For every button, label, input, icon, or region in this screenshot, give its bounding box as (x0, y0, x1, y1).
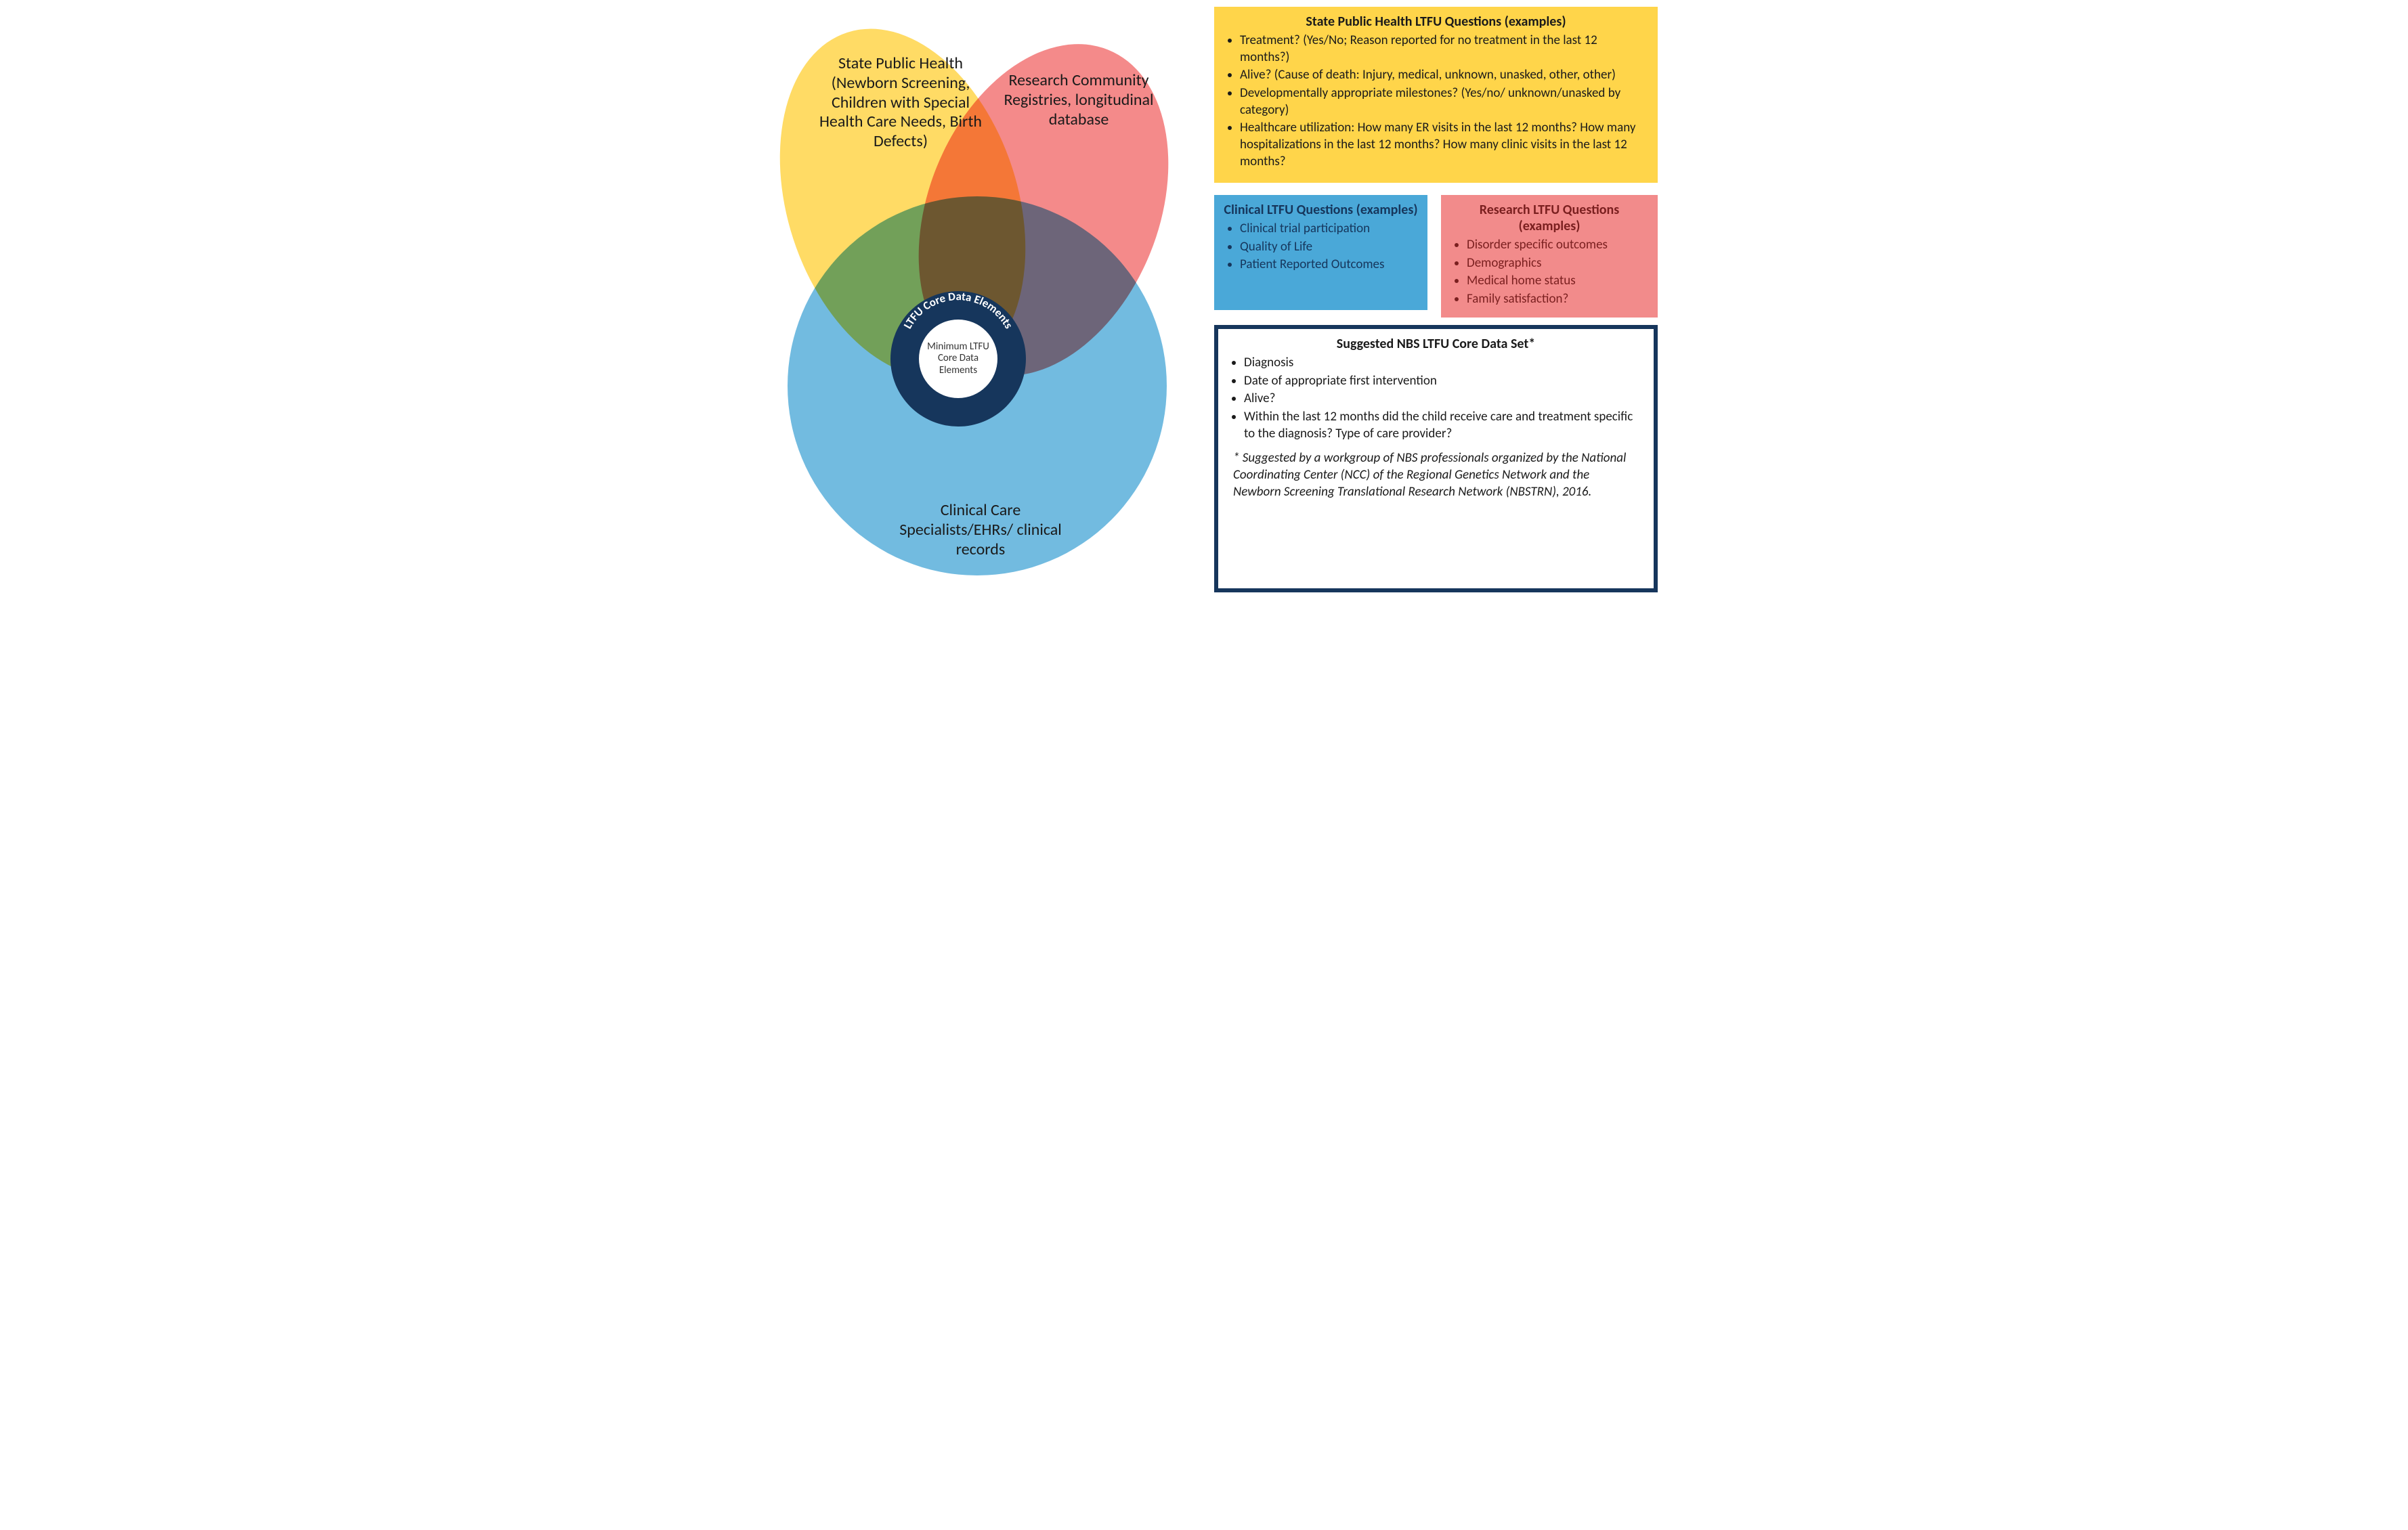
list-item: Quality of Life (1240, 239, 1418, 256)
page: LTFU Core Data Elements Minimum LTFU Cor… (740, 0, 1668, 603)
list-item: Developmentally appropriate milestones? … (1240, 85, 1648, 118)
state-public-health-panel: State Public Health LTFU Questions (exam… (1214, 7, 1658, 183)
list-item: Family satisfaction? (1467, 291, 1648, 308)
core-panel-title: Suggested NBS LTFU Core Data Set* (1228, 336, 1644, 352)
list-item: Clinical trial participation (1240, 221, 1418, 238)
list-item: Healthcare utilization: How many ER visi… (1240, 120, 1648, 170)
core-panel-footnote: * Suggested by a workgroup of NBS profes… (1233, 450, 1639, 500)
list-item: Within the last 12 months did the child … (1244, 409, 1644, 442)
list-item: Treatment? (Yes/No; Reason reported for … (1240, 32, 1648, 66)
list-item: Demographics (1467, 255, 1648, 272)
list-item: Medical home status (1467, 273, 1648, 290)
venn-label-state-public-health: State Public Health (Newborn Screening, … (809, 54, 992, 152)
clinical-panel: Clinical LTFU Questions (examples) Clini… (1214, 195, 1427, 310)
core-panel-list: DiagnosisDate of appropriate first inter… (1228, 355, 1644, 442)
state-panel-title: State Public Health LTFU Questions (exam… (1224, 14, 1648, 30)
list-item: Date of appropriate first intervention (1244, 373, 1644, 390)
list-item: Disorder specific outcomes (1467, 237, 1648, 254)
research-panel-list: Disorder specific outcomesDemographicsMe… (1450, 237, 1648, 308)
list-item: Alive? (1244, 391, 1644, 408)
core-data-set-panel: Suggested NBS LTFU Core Data Set* Diagno… (1214, 325, 1658, 592)
clinical-panel-title: Clinical LTFU Questions (examples) (1224, 202, 1418, 218)
venn-label-clinical-care: Clinical Care Specialists/EHRs/ clinical… (886, 501, 1075, 559)
venn-diagram: LTFU Core Data Elements Minimum LTFU Cor… (767, 7, 1201, 596)
core-ring: LTFU Core Data Elements Minimum LTFU Cor… (890, 291, 1026, 427)
list-item: Diagnosis (1244, 355, 1644, 372)
research-panel: Research LTFU Questions (examples) Disor… (1441, 195, 1658, 318)
clinical-panel-list: Clinical trial participationQuality of L… (1224, 221, 1418, 274)
research-panel-title: Research LTFU Questions (examples) (1450, 202, 1648, 234)
list-item: Patient Reported Outcomes (1240, 257, 1418, 274)
core-inner-label: Minimum LTFU Core Data Elements (919, 341, 997, 376)
venn-label-research-community: Research Community Registries, longitudi… (991, 71, 1167, 129)
core-inner: Minimum LTFU Core Data Elements (919, 320, 997, 398)
state-panel-list: Treatment? (Yes/No; Reason reported for … (1224, 32, 1648, 171)
list-item: Alive? (Cause of death: Injury, medical,… (1240, 67, 1648, 84)
